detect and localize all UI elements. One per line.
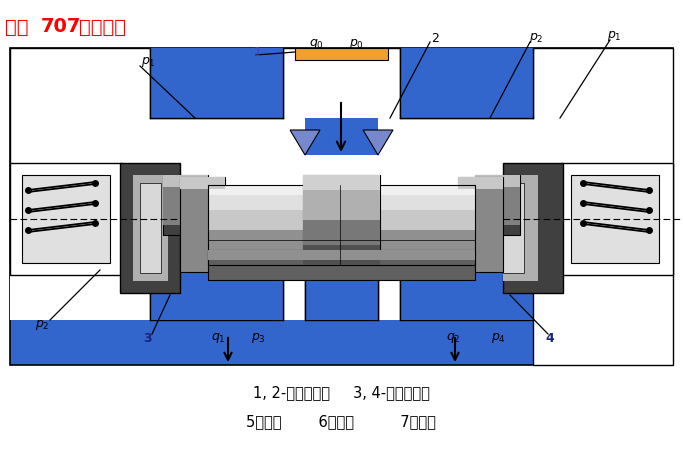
Bar <box>150 265 283 320</box>
Bar <box>503 163 563 293</box>
Bar <box>305 118 378 155</box>
Bar <box>150 265 283 320</box>
Bar <box>10 48 150 155</box>
Bar <box>303 190 380 220</box>
Bar <box>400 48 533 118</box>
Bar <box>163 185 208 225</box>
Polygon shape <box>363 130 393 155</box>
Text: $q_2$: $q_2$ <box>446 331 460 345</box>
Bar <box>150 48 283 118</box>
Bar <box>208 185 475 195</box>
Bar <box>458 177 503 189</box>
Bar <box>475 175 520 187</box>
Text: $p_2$: $p_2$ <box>529 31 543 45</box>
Bar <box>208 195 475 210</box>
Bar <box>10 163 122 275</box>
Text: $p_0$: $p_0$ <box>348 37 363 51</box>
Bar <box>283 48 400 155</box>
Text: 2: 2 <box>431 32 439 45</box>
Bar <box>503 175 538 281</box>
Text: $q_0$: $q_0$ <box>309 37 324 51</box>
Bar <box>571 175 659 263</box>
Text: $q_1$: $q_1$ <box>210 331 225 345</box>
Text: $p_4$: $p_4$ <box>490 331 505 345</box>
Text: 化工: 化工 <box>5 18 29 37</box>
Bar <box>140 183 161 273</box>
Bar <box>22 175 110 263</box>
Bar <box>458 177 503 272</box>
Bar <box>561 163 673 275</box>
Bar <box>10 48 673 365</box>
Bar <box>163 175 208 187</box>
Bar <box>303 220 380 245</box>
Text: 4: 4 <box>546 331 555 345</box>
Bar <box>305 265 378 320</box>
Text: 剪辑制作: 剪辑制作 <box>79 18 126 37</box>
Text: 1, 2-固定节油孔     3, 4-可变节流孔: 1, 2-固定节油孔 3, 4-可变节流孔 <box>253 386 430 400</box>
Bar <box>475 175 520 235</box>
Text: 5－阀体        6－阀心          7－弹簧: 5－阀体 6－阀心 7－弹簧 <box>246 414 436 429</box>
Bar <box>163 175 208 235</box>
Polygon shape <box>290 130 320 155</box>
Bar <box>120 163 180 293</box>
Bar <box>208 250 475 265</box>
Bar <box>133 175 168 281</box>
Bar <box>305 90 378 155</box>
Bar <box>208 250 475 260</box>
Bar <box>503 183 524 273</box>
Bar <box>475 185 520 225</box>
Bar <box>295 48 388 60</box>
Text: 3: 3 <box>143 331 152 345</box>
Text: $p_2$: $p_2$ <box>35 318 49 332</box>
Bar <box>180 177 225 189</box>
Text: $p_1$: $p_1$ <box>141 55 155 69</box>
Bar <box>150 48 283 118</box>
Bar <box>208 250 475 280</box>
Bar <box>180 177 225 272</box>
Bar <box>400 48 533 118</box>
Polygon shape <box>10 48 673 365</box>
Bar <box>10 155 673 320</box>
Bar <box>400 265 533 320</box>
Bar <box>208 210 475 230</box>
Bar <box>303 175 380 275</box>
Text: $p_1$: $p_1$ <box>607 29 622 43</box>
Bar <box>208 230 475 250</box>
Bar <box>305 265 378 320</box>
Bar <box>303 175 380 190</box>
Bar <box>400 265 533 320</box>
Bar <box>303 245 380 265</box>
Text: $p_3$: $p_3$ <box>251 331 266 345</box>
Bar <box>208 185 475 265</box>
Text: 1: 1 <box>254 46 262 59</box>
Bar <box>533 48 673 155</box>
Text: 707: 707 <box>41 18 81 37</box>
